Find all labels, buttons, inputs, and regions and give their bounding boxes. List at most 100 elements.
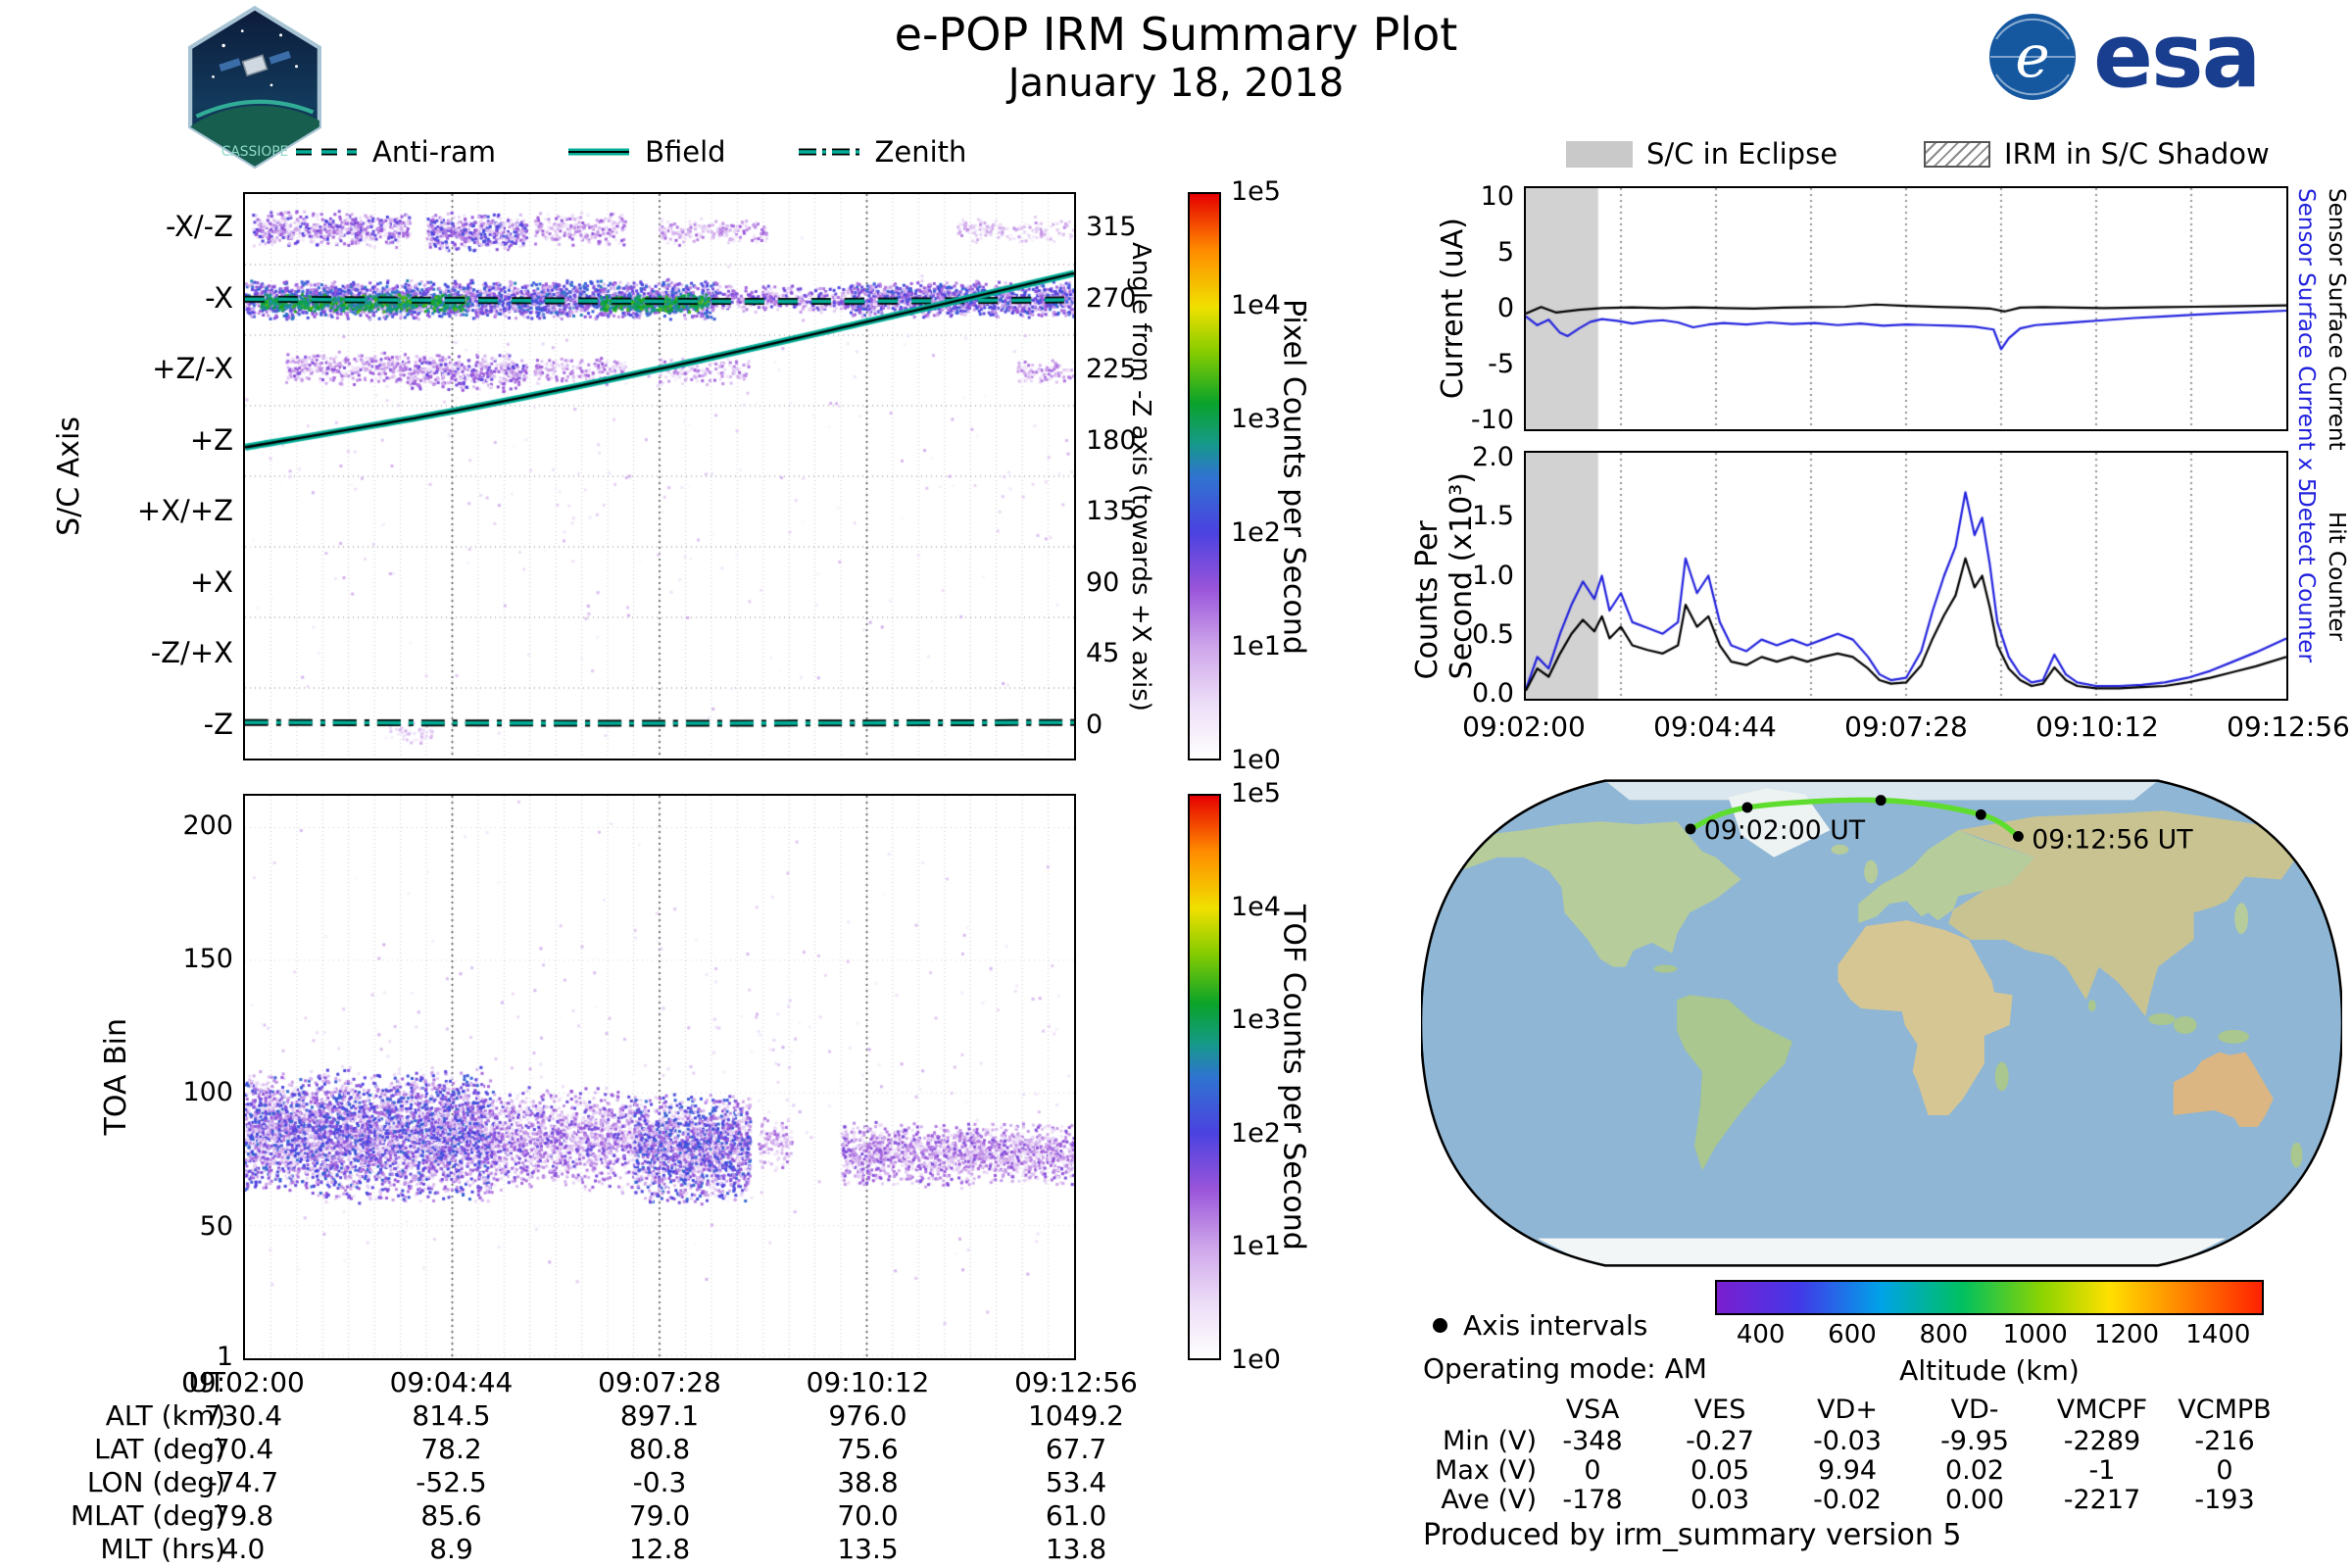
tof-cbar-tick: 1e2 [1231,1117,1281,1149]
angle-tick: 315 [1086,212,1137,243]
voltage-value: 0.02 [1944,1455,2005,1486]
voltage-value: 9.94 [1817,1455,1878,1486]
map-sri-lanka [2087,1000,2096,1012]
world-map-svg: 09:02:00 UT 09:12:56 UT [1419,779,2344,1267]
tof-cbar-tick: 1e5 [1231,778,1281,809]
pixel-colorbar-label-wrap: Pixel Counts per Second [1274,192,1313,760]
angle-tick: 270 [1086,282,1137,314]
patch-title: CASSIOPE [221,144,289,160]
map-borneo [2173,1016,2197,1034]
angle-tick: 0 [1086,709,1103,740]
sc-axis-category-tick: +Z [189,422,233,457]
voltage-value: -2217 [2063,1485,2141,1515]
ephemeris-value: 13.8 [1045,1533,1107,1565]
patch-aurora [195,99,315,119]
sc-axis-spectrogram-panel [243,192,1076,760]
sc-axis-category-tick: -Z/+X [150,636,233,670]
axis-interval-dot [1875,795,1886,807]
legend-item-bfield: Bfield [566,135,726,169]
title-block: e-POP IRM Summary Plot January 18, 2018 [686,8,1666,106]
legend-item-zenith: Zenith [797,135,966,169]
pixel-colorbar-label: Pixel Counts per Second [1276,298,1311,655]
ephemeris-value: 67.7 [1045,1433,1107,1465]
sc-axis-category-tick: +X/+Z [136,494,233,528]
counters-canvas [1526,453,2286,699]
sc-axis-ylabel: S/C Axis [51,416,86,536]
esa-logo: e esa [1987,5,2261,108]
pixel-colorbar [1188,192,1221,760]
pixel-cbar-tick: 1e3 [1231,404,1281,435]
hit-counter-label-wrap: Hit Counter [2324,451,2349,701]
ephemeris-value: 38.8 [837,1466,899,1498]
map-australia [2173,1052,2274,1127]
map-north-america [1451,821,1741,967]
detect-counter-label: Detect Counter [2293,489,2319,662]
voltage-value: -2289 [2063,1426,2141,1456]
tof-cbar-tick: 1e0 [1231,1345,1281,1376]
voltage-row-label: Min (V) [1442,1426,1537,1456]
pixel-cbar-tick: 1e0 [1231,745,1281,776]
axis-interval-dot [1975,808,1986,820]
esa-globe-icon: e [1989,14,2076,100]
map-antarctica [1537,1238,2227,1266]
counts-tick: 1.5 [1472,501,1514,532]
tof-cbar-tick: 1e1 [1231,1231,1281,1262]
sensor-surface-current-x5-label: Sensor Surface Current x 5 [2293,188,2319,493]
ephemeris-value: 80.8 [628,1433,691,1465]
altitude-tick: 1000 [2002,1320,2068,1349]
ephemeris-row-label: MLT (hrs) [100,1533,225,1565]
sensor-surface-current-label: Sensor Surface Current [2324,188,2349,451]
map-new-guinea [2218,1029,2250,1044]
ephemeris-value: 4.0 [220,1533,266,1565]
detect-counter-label-wrap: Detect Counter [2293,451,2319,701]
ephemeris-value: -0.3 [632,1466,687,1498]
ephemeris-row-label: LAT (deg) [94,1433,225,1465]
eclipse-swatch-icon [1566,140,1633,168]
ephemeris-value: 78.2 [420,1433,482,1465]
map-south-america [1677,995,1792,1171]
current-ylabel: Current (uA) [1435,218,1470,400]
ephemeris-value: -52.5 [416,1466,487,1498]
counts-tick: 1.0 [1472,560,1514,591]
sc-axis-category-tick: +Z/-X [152,352,233,386]
angle-tick: 180 [1086,424,1137,456]
axis-intervals-legend: Axis intervals [1433,1309,1647,1342]
voltage-value: -193 [2194,1485,2255,1515]
voltage-col-header: VMCPF [2056,1395,2148,1425]
altitude-tick: 600 [1828,1320,1877,1349]
time-tick-right: 09:10:12 [2035,710,2159,743]
counts-ylabel-wrap: Counts Per Second (x10³) [1409,451,1480,701]
counts-tick: 2.0 [1472,442,1514,473]
angle-tick: 225 [1086,354,1137,385]
ephemeris-row-label: UT [188,1366,225,1398]
patch-satellite [219,50,291,77]
ephemeris-value: 09:04:44 [389,1366,514,1398]
ephemeris-value: 1049.2 [1028,1399,1124,1432]
toa-tick: 200 [182,809,233,841]
legend-label: Anti-ram [372,135,497,169]
ephemeris-value: 814.5 [412,1399,491,1432]
map-iceland [1831,844,1849,855]
current-right-label-black-wrap: Sensor Surface Current [2324,188,2349,561]
voltage-value: -0.27 [1686,1426,1754,1456]
map-africa [1838,920,2013,1115]
voltage-value: 0.00 [1944,1485,2005,1515]
counters-panel [1524,451,2288,701]
counts-tick: 0.0 [1472,677,1514,709]
ephemeris-value: 61.0 [1045,1499,1107,1532]
current-panel [1524,186,2288,431]
solid-line-icon [568,148,630,156]
axis-interval-dot-icon [1433,1318,1447,1333]
voltage-row-label: Max (V) [1435,1455,1537,1486]
voltage-value: -1 [2088,1455,2116,1486]
ephemeris-value: 79.0 [628,1499,691,1532]
time-tick-right: 09:04:44 [1653,710,1777,743]
cassiope-mission-patch: CASSIOPE [181,4,328,171]
ephemeris-value: 85.6 [420,1499,482,1532]
esa-wordmark: esa [2093,5,2261,108]
current-ylabel-wrap: Current (uA) [1433,186,1472,431]
svg-text:e: e [2015,23,2050,91]
altitude-tick: 1200 [2093,1320,2160,1349]
voltage-value: -0.02 [1813,1485,1882,1515]
tof-cbar-tick: 1e4 [1231,891,1281,922]
